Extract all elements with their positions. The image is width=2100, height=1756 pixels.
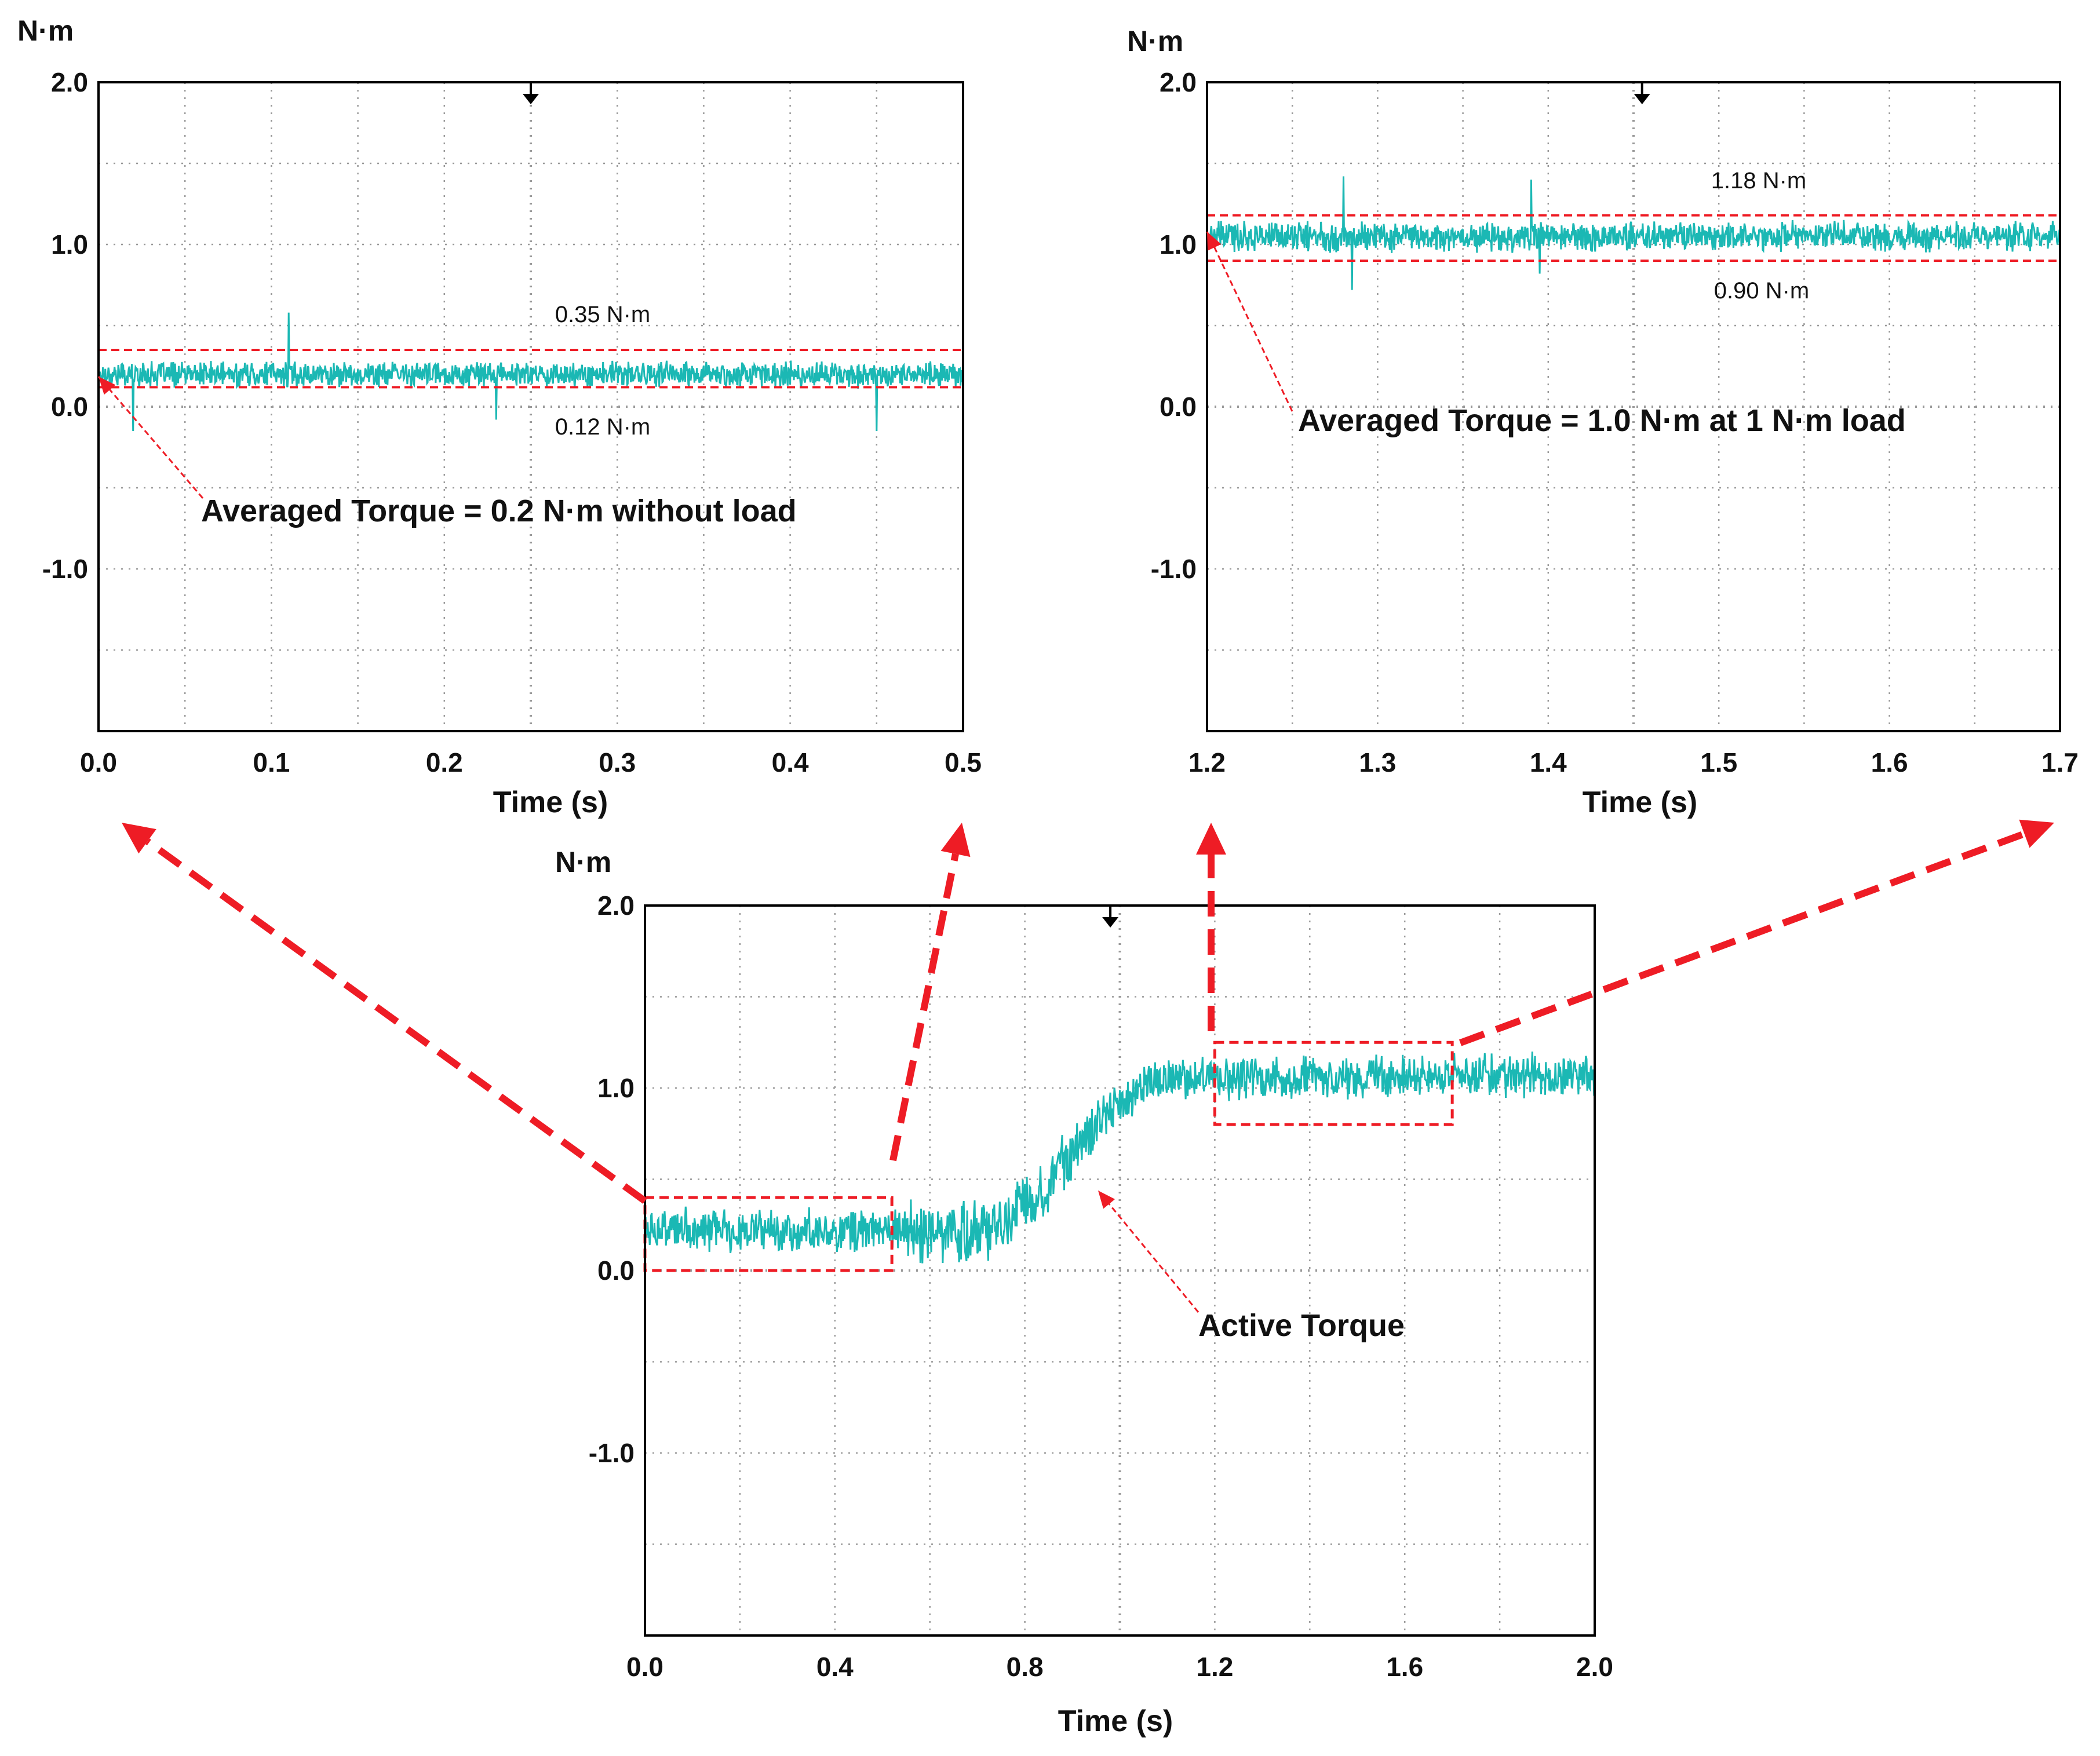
zoom-connector-line [889, 853, 959, 1162]
x-tick-label: 1.5 [1700, 747, 1737, 777]
y-axis-unit: N·m [555, 846, 611, 878]
x-tick-label: 1.4 [1530, 747, 1567, 777]
y-tick-labels: 2.0 1.0 0.0 -1.0 [589, 890, 635, 1468]
series-line [644, 1052, 1596, 1264]
trigger-marker [1634, 83, 1650, 104]
trigger-arrowhead-icon [1634, 94, 1650, 104]
trigger-marker [523, 83, 539, 104]
grid [1207, 82, 2060, 731]
series-line [1206, 176, 2061, 290]
y-tick-label: -1.0 [1151, 554, 1197, 584]
trigger-marker [1102, 907, 1119, 928]
x-tick-labels: 0.0 0.1 0.2 0.3 0.4 0.5 [80, 747, 982, 777]
x-tick-labels: 0.0 0.4 0.8 1.2 1.6 2.0 [626, 1652, 1613, 1682]
chart-top-left: 2.0 1.0 0.0 -1.0 0.0 0.1 0.2 0.3 0.4 0.5 N·m Tim… [17, 14, 982, 819]
x-tick-label: 1.2 [1196, 1652, 1233, 1682]
zoom-connector-arrowhead-icon [2019, 819, 2054, 848]
y-tick-label: 2.0 [1160, 67, 1197, 97]
x-tick-label: 0.2 [426, 747, 463, 777]
y-tick-label: 0.0 [1160, 392, 1197, 422]
y-tick-label: -1.0 [589, 1438, 635, 1468]
annotation-arrowhead [99, 377, 116, 395]
trigger-arrowhead-icon [1102, 917, 1119, 928]
upper-bound-label: 1.18 N·m [1711, 168, 1807, 194]
trigger-arrowhead-icon [523, 94, 539, 104]
x-tick-label: 1.6 [1386, 1652, 1423, 1682]
plot-frame [644, 904, 1596, 1637]
annotation-arrowhead [1098, 1191, 1115, 1209]
averaged-torque-annotation: Averaged Torque = 0.2 N·m without load [201, 494, 797, 528]
x-axis-label: Time (s) [1058, 1704, 1173, 1738]
x-tick-labels: 1.2 1.3 1.4 1.5 1.6 1.7 [1188, 747, 2079, 777]
x-tick-label: 1.2 [1188, 747, 1226, 777]
zoom-box-with-load [1213, 1041, 1454, 1126]
x-tick-label: 0.0 [80, 747, 117, 777]
y-tick-label: 0.0 [51, 392, 88, 422]
x-tick-label: 0.5 [945, 747, 982, 777]
grid [99, 82, 963, 731]
annotation-arrowhead [1207, 232, 1222, 251]
zoom-connector-arrowhead-icon [122, 823, 156, 854]
averaged-torque-annotation: Averaged Torque = 1.0 N·m at 1 N·m load [1298, 403, 1906, 438]
x-tick-label: 1.3 [1359, 747, 1396, 777]
plot-frame [97, 81, 964, 732]
zoom-box-no-load [643, 1196, 894, 1272]
y-tick-labels: 2.0 1.0 0.0 -1.0 [1151, 67, 1197, 584]
y-tick-labels: 2.0 1.0 0.0 -1.0 [42, 67, 88, 584]
x-tick-label: 1.7 [2041, 747, 2079, 777]
x-tick-label: 0.4 [772, 747, 809, 777]
x-axis-label: Time (s) [493, 786, 608, 819]
y-axis-unit: N·m [1127, 25, 1183, 57]
zoom-connector-line [1459, 830, 2026, 1046]
y-tick-label: 1.0 [1160, 229, 1197, 260]
chart-bottom: 2.0 1.0 0.0 -1.0 0.0 0.4 0.8 1.2 1.6 2.0 N·m Tim… [555, 846, 1613, 1738]
x-tick-label: 0.3 [599, 747, 636, 777]
x-axis-label: Time (s) [1583, 786, 1697, 819]
x-tick-label: 0.1 [253, 747, 290, 777]
x-tick-label: 0.8 [1007, 1652, 1044, 1682]
x-tick-label: 2.0 [1576, 1652, 1613, 1682]
lower-bound-label: 0.90 N·m [1714, 278, 1810, 304]
lower-bound-label: 0.12 N·m [555, 414, 651, 440]
zoom-connector-line [145, 838, 647, 1204]
y-tick-label: 0.0 [597, 1255, 635, 1286]
annotation-arrow [97, 376, 204, 499]
series-line [97, 312, 964, 432]
y-axis-unit: N·m [17, 14, 74, 47]
x-tick-label: 0.4 [816, 1652, 854, 1682]
zoom-connectors [122, 819, 2054, 1204]
zoom-connector-arrowhead-icon [940, 823, 971, 857]
y-tick-label: 2.0 [51, 67, 88, 97]
y-tick-label: 1.0 [597, 1073, 635, 1103]
x-tick-label: 0.0 [626, 1652, 663, 1682]
zoom-connector-arrowhead-icon [1196, 823, 1226, 855]
upper-bound-label: 0.35 N·m [555, 302, 651, 327]
y-tick-label: 2.0 [597, 890, 635, 921]
grid [645, 906, 1595, 1635]
active-torque-label: Active Torque [1198, 1308, 1405, 1343]
x-tick-label: 1.6 [1871, 747, 1908, 777]
chart-top-right: 2.0 1.0 0.0 -1.0 1.2 1.3 1.4 1.5 1.6 1.7 N·m Tim… [1127, 25, 2079, 819]
annotation-arrow [1097, 1190, 1200, 1313]
y-tick-label: 1.0 [51, 229, 88, 260]
annotation-arrow [1206, 231, 1293, 412]
plot-frame [1206, 81, 2061, 732]
y-tick-label: -1.0 [42, 554, 88, 584]
